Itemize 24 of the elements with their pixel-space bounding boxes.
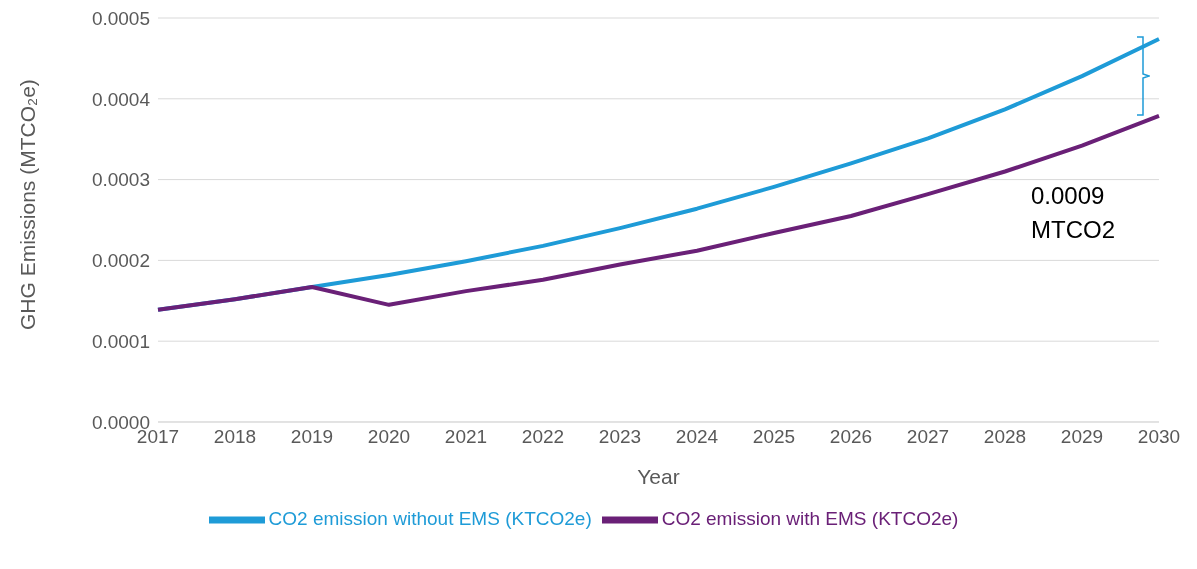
x-tick-label: 2023	[598, 426, 642, 448]
x-tick-label: 2022	[521, 426, 565, 448]
x-tick-label: 2025	[752, 426, 796, 448]
y-tick-label: 0.0004	[91, 88, 151, 110]
x-tick-label: 2024	[675, 426, 719, 448]
x-axis-title: Year	[637, 465, 680, 488]
legend-label: CO2 emission without EMS (KTCO2e)	[268, 508, 592, 530]
line-series	[156, 113, 1161, 312]
x-tick-label: 2029	[1060, 426, 1104, 448]
y-tick-label: 0.0003	[91, 169, 150, 191]
x-tick-label: 2030	[1137, 426, 1181, 448]
x-tick-label: 2019	[290, 426, 334, 448]
y-axis-title: GHG Emissions (MTCO₂e)	[16, 79, 40, 330]
x-tick-label: 2026	[829, 426, 873, 448]
x-tick-label: 2020	[367, 426, 411, 448]
y-tick-label: 0.0005	[91, 7, 150, 29]
x-tick-label: 2027	[906, 426, 950, 448]
y-tick-label: 0.0001	[91, 330, 150, 352]
legend-label: CO2 emission with EMS (KTCO2e)	[661, 508, 959, 530]
x-tick-label: 2021	[444, 426, 488, 448]
annotation: 0.0009 MTCO2	[1030, 181, 1116, 245]
x-tick-label: 2028	[983, 426, 1027, 448]
y-tick-label: 0.0002	[91, 250, 150, 272]
x-tick-label: 2018	[213, 426, 257, 448]
